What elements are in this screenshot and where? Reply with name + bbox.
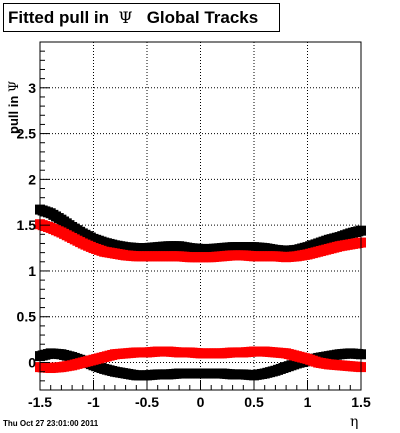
- y-tick-label: 0: [28, 355, 36, 371]
- y-tick-label: 3: [28, 80, 36, 96]
- title-psi-symbol: Ψ: [118, 8, 133, 27]
- y-tick-label: 0.5: [17, 309, 37, 325]
- grid-lines: [39, 42, 362, 390]
- data-markers: [35, 204, 366, 381]
- y-tick-label: 2: [28, 171, 36, 187]
- x-axis-label: η: [350, 414, 359, 430]
- x-tick-label: -1: [87, 394, 100, 410]
- x-tick-label: 1.5: [351, 394, 371, 410]
- y-tick-label: 1: [28, 263, 36, 279]
- series-0: [35, 204, 366, 256]
- datestamp: Thu Oct 27 23:01:00 2011: [3, 419, 99, 428]
- axes: -1.5 -1 -0.5 0 0.5 1 1.5 0 0.5 1 1.5 2 2.5 3: [17, 41, 371, 410]
- ylabel-psi-symbol: Ψ: [7, 80, 22, 93]
- title-suffix: Global Tracks: [146, 8, 259, 27]
- x-tick-label: -0.5: [135, 394, 159, 410]
- series-3: [35, 346, 366, 374]
- x-tick-label: 0.5: [244, 394, 264, 410]
- y-tick-label: 1.5: [17, 217, 37, 233]
- y-axis-label: pull in Ψ: [6, 81, 22, 134]
- x-tick-label: 1: [304, 394, 312, 410]
- x-tick-label: 0: [197, 394, 205, 410]
- y-tick-label: 2.5: [17, 126, 37, 142]
- chart-title: Fitted pull in Ψ Global Tracks: [3, 3, 280, 32]
- ylabel-prefix: pull in: [6, 95, 21, 134]
- x-tick-label: -1.5: [28, 394, 52, 410]
- title-prefix: Fitted pull in: [8, 8, 110, 27]
